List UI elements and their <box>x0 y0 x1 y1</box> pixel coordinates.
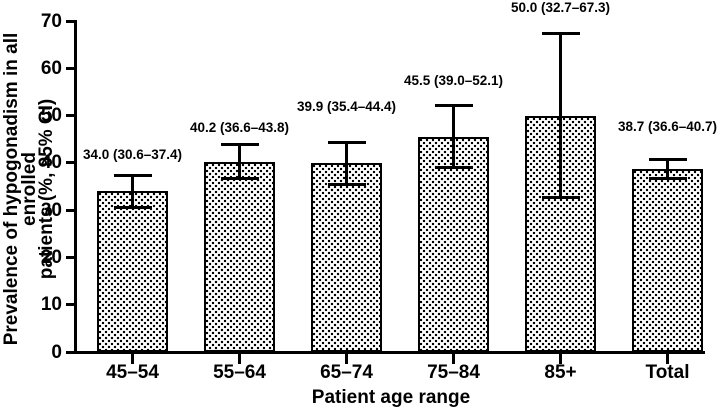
category-label-Total: Total <box>645 362 690 383</box>
y-tick-label: 70 <box>40 10 62 32</box>
bar-value-label: 50.0 (32.7–67.3) <box>510 0 611 15</box>
x-axis-tick <box>559 353 562 364</box>
y-axis-tick <box>66 350 74 354</box>
bar-65–74 <box>311 163 382 352</box>
category-label-85+: 85+ <box>544 362 577 383</box>
error-bar-cap-lower <box>220 177 259 181</box>
error-bar-line <box>345 142 348 185</box>
error-bar-line <box>238 144 241 179</box>
y-axis-label-line1: Prevalence of hypogonadism in all enroll… <box>1 32 40 346</box>
error-bar-cap-upper <box>113 173 152 177</box>
y-axis-tick <box>66 303 74 307</box>
error-bar-cap-upper <box>434 104 473 108</box>
bar-45–54 <box>97 191 168 352</box>
category-label-75–84: 75–84 <box>427 362 480 383</box>
x-axis-tick <box>666 353 669 364</box>
y-tick-label: 10 <box>40 294 62 316</box>
category-label-65–74: 65–74 <box>320 362 373 383</box>
y-tick-label: 40 <box>40 152 62 174</box>
y-axis-line <box>74 19 77 354</box>
error-bar-cap-upper <box>327 140 366 144</box>
y-axis-tick <box>66 114 74 118</box>
error-bar-cap-lower <box>648 177 687 181</box>
x-axis-line <box>74 350 705 354</box>
error-bar-cap-lower <box>327 183 366 187</box>
y-tick-label: 0 <box>51 341 62 363</box>
error-bar-cap-upper <box>648 158 687 162</box>
x-axis-tick <box>345 353 348 364</box>
y-tick-label: 30 <box>40 199 62 221</box>
bar-value-label: 39.9 (35.4–44.4) <box>296 99 397 115</box>
bar-value-label: 45.5 (39.0–52.1) <box>403 72 504 88</box>
error-bar-line <box>666 159 669 179</box>
bar-value-label: 34.0 (30.6–37.4) <box>82 147 183 163</box>
y-axis-tick <box>66 19 74 23</box>
error-bar-line <box>452 105 455 168</box>
y-tick-label: 50 <box>40 105 62 127</box>
bar-value-label: 38.7 (36.6–40.7) <box>617 118 718 134</box>
error-bar-cap-lower <box>541 195 580 199</box>
y-axis-label: Prevalence of hypogonadism in all enroll… <box>1 0 57 379</box>
y-axis-tick <box>66 161 74 165</box>
x-axis-tick <box>238 353 241 364</box>
category-label-55–64: 55–64 <box>213 362 266 383</box>
x-axis-tick <box>452 353 455 364</box>
x-axis-label: Patient age range <box>311 387 471 408</box>
x-axis-tick <box>131 353 134 364</box>
y-tick-label: 20 <box>40 246 62 268</box>
y-axis-tick <box>66 208 74 212</box>
error-bar-cap-upper <box>220 143 259 147</box>
error-bar-cap-upper <box>541 32 580 36</box>
bar-Total <box>632 169 703 352</box>
error-bar-line <box>131 175 134 208</box>
y-axis-label-line2: patients (%, 95% CI) <box>36 98 57 280</box>
bar-value-label: 40.2 (36.6–43.8) <box>189 119 290 135</box>
bar-75–84 <box>418 136 489 352</box>
bar-55–64 <box>204 161 275 352</box>
error-bar-cap-lower <box>113 205 152 209</box>
error-bar-cap-lower <box>434 166 473 170</box>
y-axis-tick <box>66 255 74 259</box>
y-axis-tick <box>66 66 74 70</box>
y-tick-label: 60 <box>40 57 62 79</box>
category-label-45–54: 45–54 <box>106 362 159 383</box>
error-bar-line <box>559 33 562 198</box>
